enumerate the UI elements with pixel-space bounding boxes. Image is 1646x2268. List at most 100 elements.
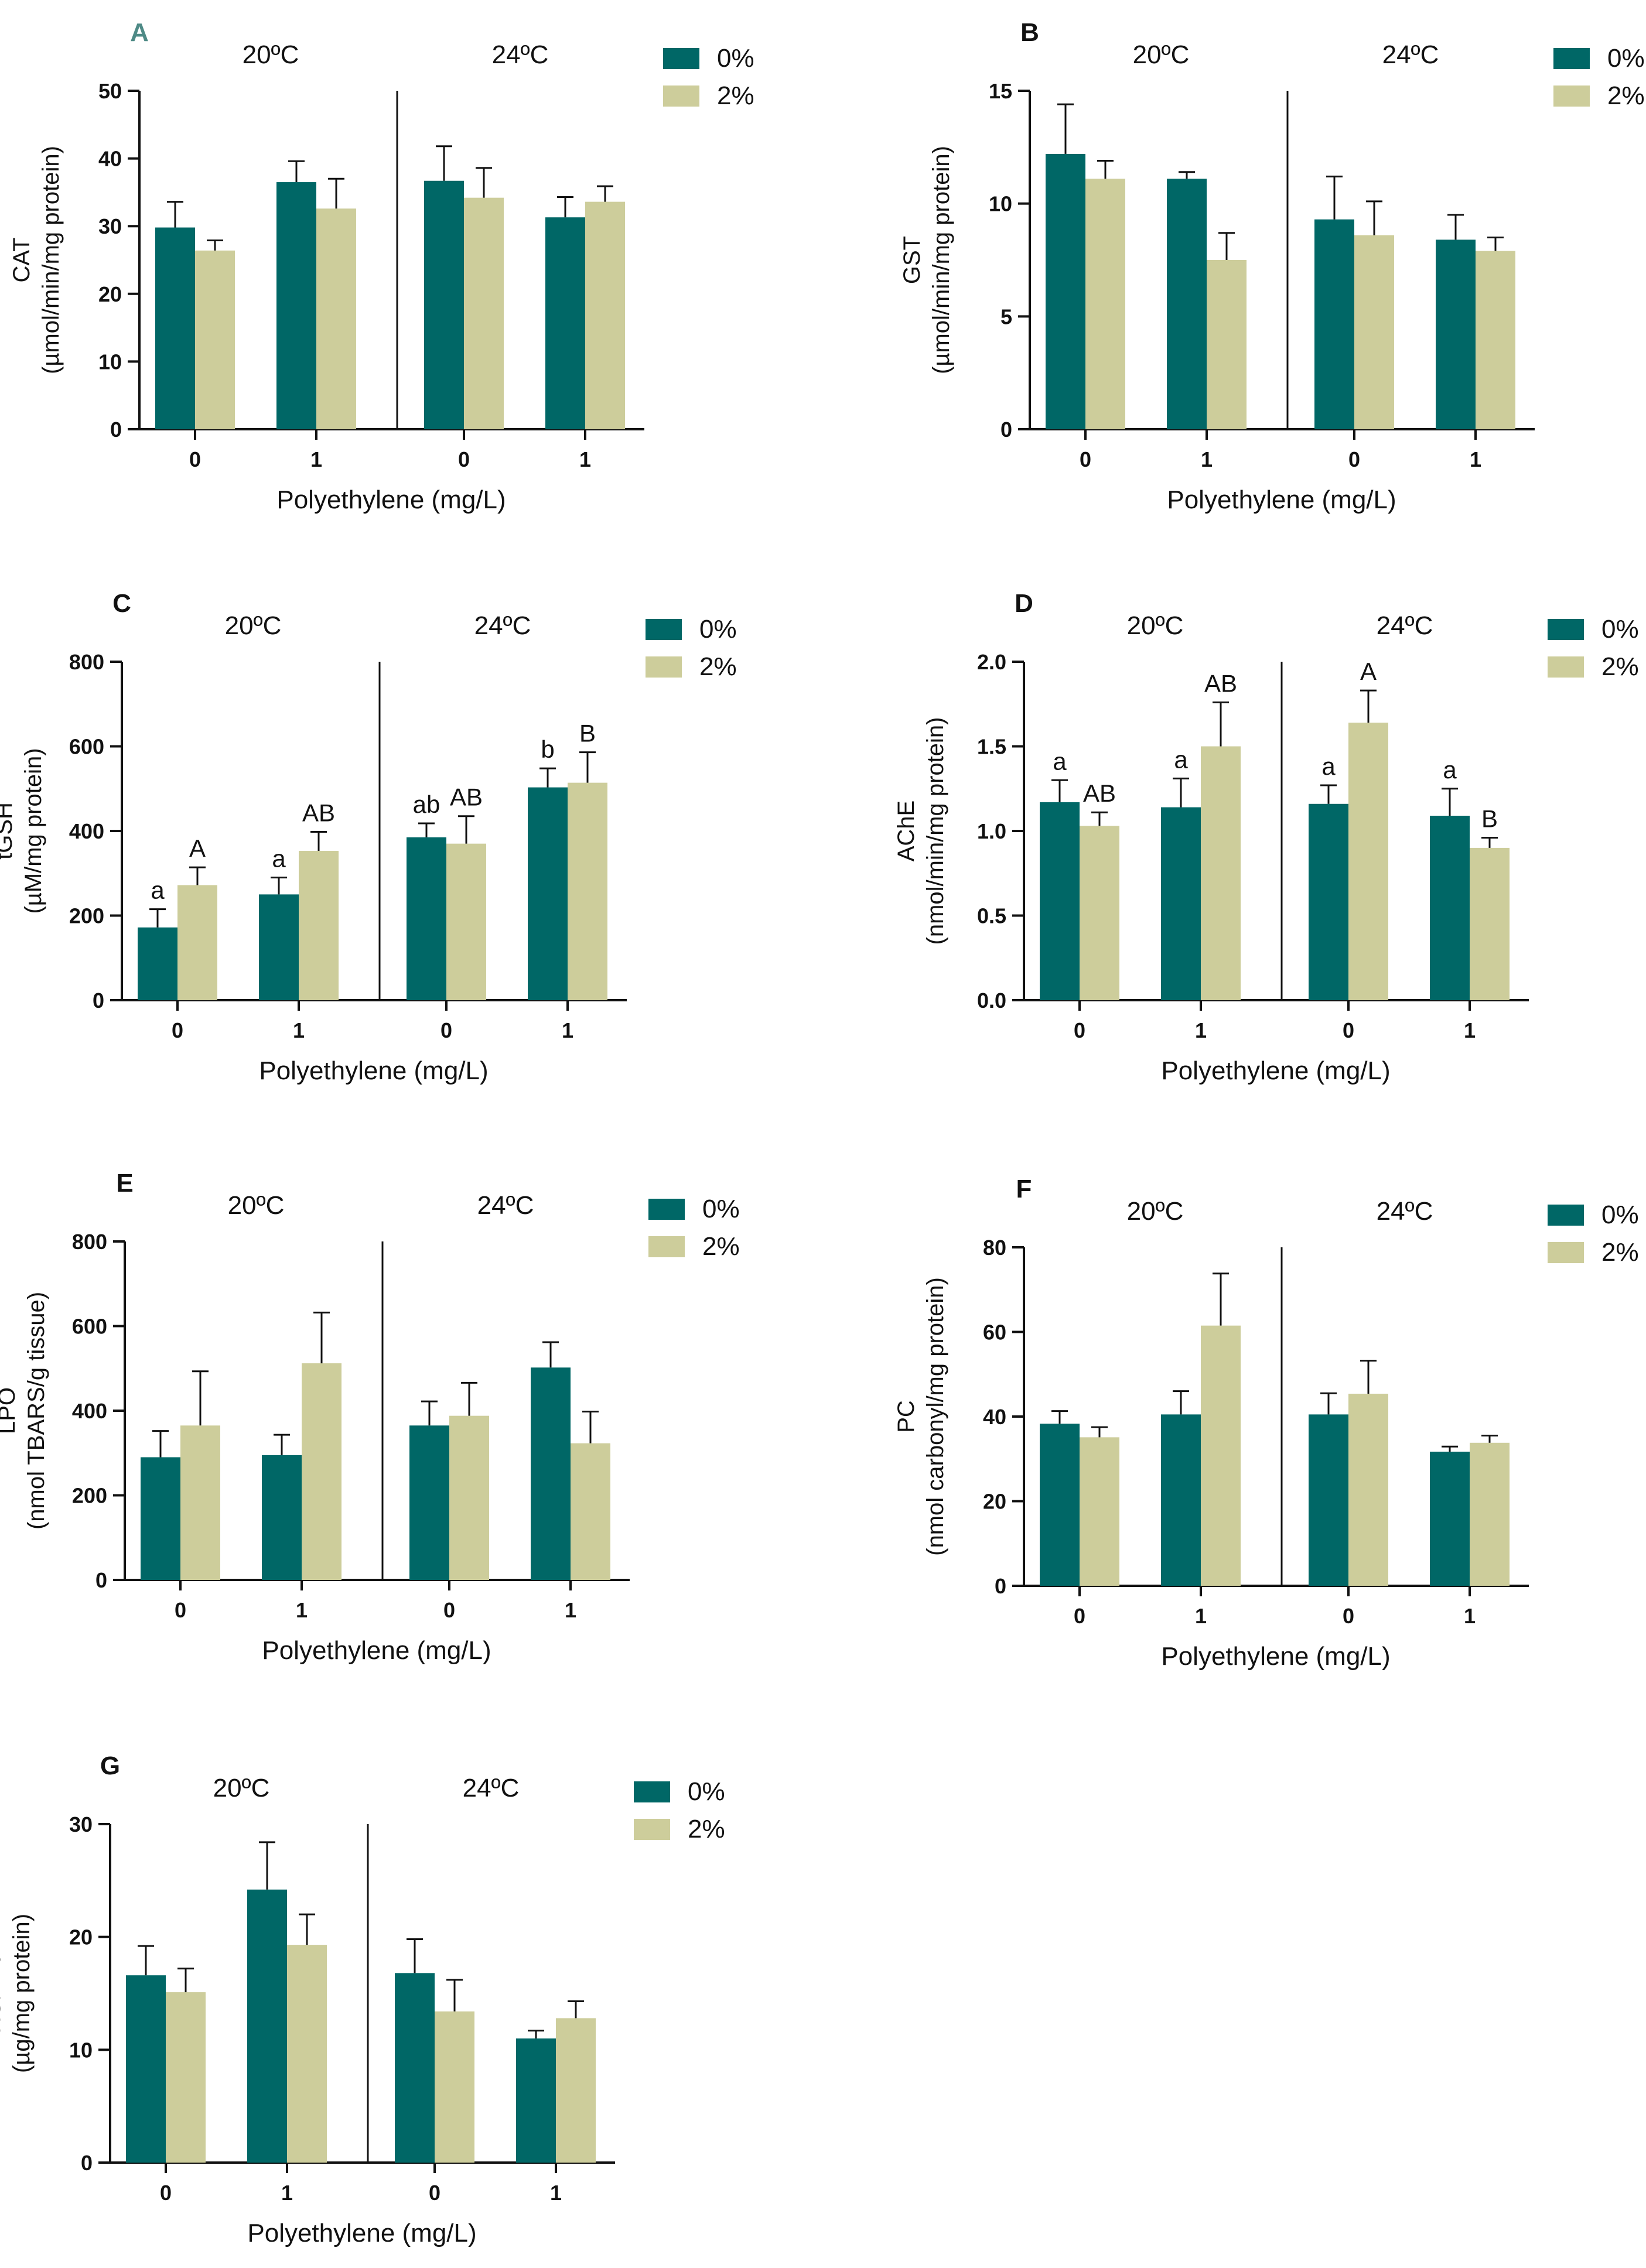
- panel-C: C 20ºC 24ºC 0% 2% 0 200 400 600 800 a a ab b A AB AB B 0 1 0…: [0, 589, 737, 1085]
- y-tick-label: 40: [983, 1405, 1006, 1429]
- legend-label-0pct: 0%: [699, 615, 737, 644]
- significance-label: AB: [1083, 779, 1116, 807]
- bar-2pct: [1348, 723, 1388, 1000]
- x-tick-label: 0: [1080, 447, 1091, 471]
- x-tick-label: 0: [443, 1598, 455, 1622]
- x-tick-label: 0: [1348, 447, 1360, 471]
- y-axis-unit-label: (µmol/min/mg protein): [38, 146, 64, 374]
- bar-2pct: [435, 2011, 474, 2163]
- y-tick-label: 30: [69, 1812, 93, 1836]
- x-tick-label: 0: [440, 1018, 452, 1042]
- y-axis-label: AChE: [893, 801, 919, 862]
- significance-label: a: [272, 844, 286, 872]
- bar-0pct: [1436, 240, 1476, 429]
- legend-swatch-2pct: [1548, 1242, 1584, 1263]
- x-tick-label: 1: [296, 1598, 308, 1622]
- x-tick-label: 0: [1343, 1604, 1354, 1628]
- legend-label-0pct: 0%: [702, 1195, 740, 1223]
- bar-0pct: [126, 1975, 166, 2163]
- bar-0pct: [1309, 803, 1348, 1000]
- bar-2pct: [568, 782, 607, 1000]
- y-tick-label: 0.0: [977, 988, 1006, 1012]
- significance-label: AB: [1204, 669, 1237, 697]
- panel-letter: E: [116, 1169, 133, 1198]
- y-axis-unit-label: (nmol carbonyl/mg protein): [923, 1277, 948, 1556]
- y-axis-unit-label: (nmol TBARS/g tissue): [23, 1292, 49, 1530]
- significance-label: a: [1174, 745, 1188, 773]
- bar-2pct: [449, 1415, 489, 1580]
- bar-0pct: [276, 182, 316, 429]
- legend-swatch-2pct: [648, 1236, 685, 1257]
- x-tick-label: 1: [293, 1018, 305, 1042]
- condition-label-20c: 20ºC: [228, 1191, 285, 1220]
- y-axis-label: LPO: [0, 1387, 20, 1434]
- bar-0pct: [1046, 153, 1085, 429]
- x-tick-label: 1: [1195, 1604, 1207, 1628]
- bar-0pct: [1161, 807, 1201, 1000]
- bar-2pct: [464, 197, 504, 429]
- bar-0pct: [1161, 1414, 1201, 1586]
- bar-2pct: [195, 250, 235, 429]
- panel-letter: G: [100, 1752, 120, 1780]
- significance-label: A: [1360, 658, 1377, 685]
- legend-swatch-0pct: [1553, 48, 1590, 69]
- legend-label-2pct: 2%: [717, 81, 754, 110]
- legend-label-2pct: 2%: [1601, 1238, 1639, 1267]
- y-axis-label: CAT: [9, 237, 35, 282]
- bar-2pct: [1348, 1393, 1388, 1586]
- bar-2pct: [166, 1992, 206, 2163]
- y-tick-label: 0: [95, 1568, 107, 1592]
- bar-2pct: [1201, 746, 1241, 1000]
- bar-2pct: [302, 1363, 342, 1580]
- y-tick-label: 600: [72, 1315, 107, 1339]
- bar-0pct: [545, 217, 585, 429]
- y-axis-unit-label: (µg/mg protein): [9, 1914, 35, 2073]
- bar-0pct: [531, 1367, 571, 1580]
- y-tick-label: 60: [983, 1321, 1006, 1345]
- bar-0pct: [155, 227, 195, 429]
- panel-letter: D: [1015, 589, 1033, 618]
- y-tick-label: 5: [1000, 305, 1012, 329]
- bar-0pct: [424, 180, 464, 429]
- bar-0pct: [259, 894, 299, 1000]
- bar-2pct: [446, 843, 486, 1000]
- y-tick-label: 0: [110, 418, 122, 442]
- legend-swatch-0pct: [648, 1199, 685, 1220]
- x-axis-label: Polyethylene (mg/L): [276, 485, 506, 514]
- bar-0pct: [528, 787, 568, 1000]
- significance-label: a: [1443, 756, 1457, 784]
- legend-swatch-2pct: [663, 85, 699, 107]
- bar-0pct: [247, 1889, 287, 2163]
- y-tick-label: 200: [72, 1484, 107, 1508]
- y-axis-label: tGSH: [0, 802, 17, 860]
- bar-2pct: [1470, 1442, 1510, 1586]
- y-tick-label: 10: [98, 350, 122, 374]
- y-tick-label: 0: [93, 988, 104, 1012]
- x-tick-label: 1: [565, 1598, 576, 1622]
- y-tick-label: 400: [72, 1399, 107, 1423]
- x-tick-label: 1: [1201, 447, 1213, 471]
- y-axis-unit-label: (µmol/min/mg protein): [928, 146, 954, 374]
- condition-label-20c: 20ºC: [213, 1774, 270, 1802]
- bar-0pct: [262, 1455, 302, 1580]
- y-axis-unit-label: (µM/mg protein): [21, 748, 46, 914]
- bar-0pct: [138, 927, 177, 1000]
- y-tick-label: 1.5: [977, 735, 1006, 759]
- condition-label-24c: 24ºC: [474, 611, 531, 640]
- legend-swatch-2pct: [646, 656, 682, 678]
- bar-0pct: [1430, 815, 1470, 1000]
- bar-2pct: [1080, 1437, 1119, 1586]
- y-tick-label: 20: [69, 1925, 93, 1949]
- condition-label-24c: 24ºC: [1377, 1197, 1433, 1226]
- x-tick-label: 0: [160, 2181, 172, 2205]
- x-tick-label: 1: [579, 447, 591, 471]
- bar-2pct: [1085, 179, 1125, 429]
- x-tick-label: 0: [429, 2181, 440, 2205]
- y-axis-label: PC: [893, 1400, 919, 1433]
- y-tick-label: 50: [98, 79, 122, 103]
- bar-2pct: [585, 201, 625, 429]
